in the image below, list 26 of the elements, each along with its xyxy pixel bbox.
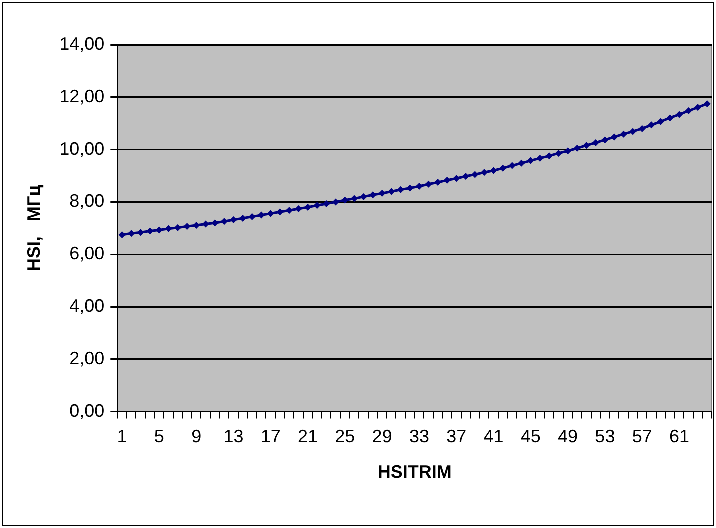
x-tick-label: 41 [484, 426, 504, 447]
x-tick-label: 5 [154, 426, 164, 447]
y-axis-title: HSI, МГц [24, 185, 44, 272]
y-tick-label: 14,00 [60, 34, 105, 54]
x-tick-label: 33 [409, 426, 430, 447]
y-tick-label: 0,00 [70, 400, 105, 421]
y-tick-label: 8,00 [70, 191, 105, 212]
y-tick-label: 2,00 [70, 348, 105, 368]
x-tick-label: 1 [117, 426, 128, 447]
x-tick-label: 9 [192, 426, 202, 447]
y-tick-label: 6,00 [70, 244, 105, 264]
y-tick-label: 10,00 [60, 138, 105, 159]
x-tick-label: 37 [446, 426, 467, 447]
x-tick-label: 13 [224, 426, 244, 447]
x-tick-label: 57 [632, 426, 652, 447]
y-tick-label: 12,00 [60, 86, 105, 106]
x-tick-label: 61 [669, 426, 690, 447]
x-tick-label: 45 [520, 426, 541, 447]
x-tick-label: 21 [298, 426, 318, 447]
x-axis-title: HSITRIM [378, 462, 452, 482]
x-tick-label: 49 [558, 426, 578, 447]
x-tick-label: 17 [260, 426, 281, 447]
y-tick-label: 4,00 [70, 296, 105, 316]
x-tick-label: 25 [335, 426, 356, 447]
x-tick-label: 29 [372, 426, 392, 447]
x-tick-label: 53 [595, 426, 616, 447]
